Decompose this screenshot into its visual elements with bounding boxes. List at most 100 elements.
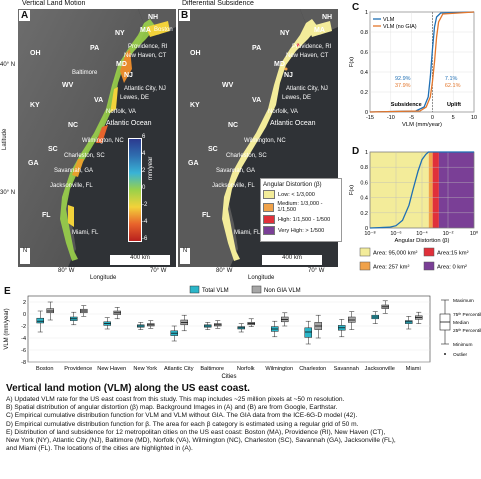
caption-line: E) Distribution of land subsidence for 1… — [6, 428, 386, 436]
x-axis-label: Angular Distortion (β) — [395, 238, 450, 244]
x-tick-label: 10⁰ — [470, 230, 479, 237]
beta-legend-label: Low: < 1/3,000 — [278, 191, 315, 198]
state-ma: MA — [140, 27, 151, 34]
city-lewes: Lewes, DE — [120, 95, 150, 101]
beta-legend-title: Angular Distortion (β) — [263, 181, 322, 188]
north-arrow-icon: N — [182, 248, 188, 254]
x-tick-label: -5 — [409, 115, 414, 121]
lon-tick-80: 80° W — [58, 268, 75, 274]
y-tick-label: -2 — [21, 324, 26, 330]
cb-tick: -2 — [142, 202, 148, 208]
panel-a-letter: A — [19, 10, 31, 21]
state-va: VA — [252, 97, 262, 104]
annotation-nogia-uplift: 62.1% — [445, 83, 461, 89]
key-label: Maximum — [453, 298, 474, 304]
city-savannah: Savannah, GA — [216, 168, 256, 174]
caption-line: and Miami (FL). The locations of the cit… — [6, 445, 193, 453]
colorbar-unit: mm/year — [148, 156, 154, 180]
x-tick-label: 10⁻² — [443, 231, 454, 237]
series-line — [369, 11, 475, 113]
panel-b: B Differential Subsidence NH MA NY PA OH… — [176, 0, 346, 282]
city-miami: Miami, FL — [72, 230, 99, 236]
beta-swatch-very-high — [263, 226, 275, 235]
category-label: Providence — [64, 366, 92, 372]
beta-legend-item: Low: < 1/3,000 — [263, 190, 339, 199]
cb-tick: 4 — [142, 151, 146, 157]
legend-label: VLM — [383, 17, 395, 23]
lon-tick-80: 80° W — [216, 268, 233, 274]
series-line — [369, 11, 475, 113]
area-legend-label: Area: 0 km² — [437, 265, 467, 271]
beta-band — [432, 152, 439, 228]
y-tick-label: -4 — [21, 336, 26, 342]
city-norfolk: Norfolk, VA — [106, 109, 136, 115]
state-ny: NY — [115, 30, 125, 37]
y-tick-label: 0 — [23, 312, 26, 318]
y-tick-label: 0.4 — [360, 196, 368, 202]
area-legend-swatch — [359, 261, 371, 271]
plot-area — [369, 11, 475, 113]
subsidence-map — [178, 9, 338, 267]
box-iqr — [36, 317, 44, 324]
beta-legend-label: Very High: > 1/500 — [278, 227, 325, 234]
x-tick-label: -10 — [387, 115, 395, 121]
caption-line: D) Empirical cumulative distribution fun… — [6, 420, 359, 428]
y-tick-label: 0.6 — [360, 50, 368, 56]
area-legend-label: Area:15 km² — [437, 251, 469, 257]
y-tick-label: 2 — [23, 300, 26, 306]
key-label: 25ᵗʰ Percentile — [453, 328, 481, 334]
ocean-label: Atlantic Ocean — [270, 120, 316, 127]
y-axis-label: F(x) — [349, 57, 355, 67]
caption-line: New York (NY), Atlantic City (NJ), Balti… — [6, 437, 396, 445]
city-charleston: Charleston, SC — [226, 153, 267, 159]
beta-band — [370, 152, 429, 228]
beta-band — [428, 152, 433, 228]
key-label: Outlier — [453, 352, 468, 358]
x-tick-label: 10⁻⁴ — [416, 230, 428, 237]
city-providence: Providence, RI — [128, 44, 168, 50]
north-arrow: N — [180, 248, 190, 264]
state-pa: PA — [252, 45, 262, 52]
panel-b-letter: B — [179, 10, 191, 21]
state-fl: FL — [42, 212, 51, 219]
y-tick-label: 0.8 — [360, 165, 368, 171]
y-axis-label: VLM (mm/year) — [4, 308, 10, 349]
category-label: New Haven — [97, 366, 126, 372]
caption-line: C) Empirical cumulative distribution fun… — [6, 412, 358, 420]
figure-caption: Vertical land motion (VLM) along the US … — [6, 383, 476, 453]
vlm-colorbar — [128, 138, 142, 242]
state-ky: KY — [190, 102, 200, 109]
y-tick-label: 1 — [365, 10, 368, 16]
state-nj: NJ — [284, 72, 293, 79]
y-tick-label: 0.8 — [360, 30, 368, 36]
state-pa: PA — [90, 45, 100, 52]
state-oh: OH — [190, 50, 201, 57]
annotation-vlm-uplift: 7.1% — [445, 76, 458, 82]
category-label: Boston — [36, 366, 53, 372]
category-label: New York — [133, 366, 157, 372]
x-tick-label: 10 — [471, 115, 477, 121]
x-tick-label: 0 — [431, 115, 434, 121]
state-nh: NH — [148, 14, 159, 21]
city-baltimore: Baltimore — [72, 70, 98, 76]
category-label: Atlantic City — [164, 366, 194, 372]
city-boston: Boston — [154, 27, 173, 33]
category-label: Norfolk — [237, 366, 255, 372]
chart-e: 2 0 -2 -4 -6 -8 Boston Providence New Haven New Y… — [4, 285, 481, 380]
category-label: Savannah — [334, 366, 359, 372]
x-axis-label: Cities — [221, 374, 236, 380]
y-tick-label: -6 — [21, 348, 26, 354]
panel-c-letter: C — [350, 2, 362, 13]
caption-line: B) Spatial distribution of angular disto… — [6, 404, 338, 412]
lon-label: Longitude — [90, 275, 117, 281]
lon-tick-70: 70° W — [308, 268, 325, 274]
city-savannah: Savannah, GA — [54, 168, 94, 174]
city-atlantic-city: Atlantic City, NJ — [124, 86, 166, 92]
beta-legend-item: Medium: 1/3,000 - 1/1,500 — [263, 201, 339, 213]
panel-b-title: Differential Subsidence — [182, 0, 254, 7]
vlm-map — [18, 9, 176, 267]
state-wv: WV — [62, 82, 74, 89]
x-tick-label: -15 — [366, 115, 374, 121]
city-charleston: Charleston, SC — [64, 153, 105, 159]
